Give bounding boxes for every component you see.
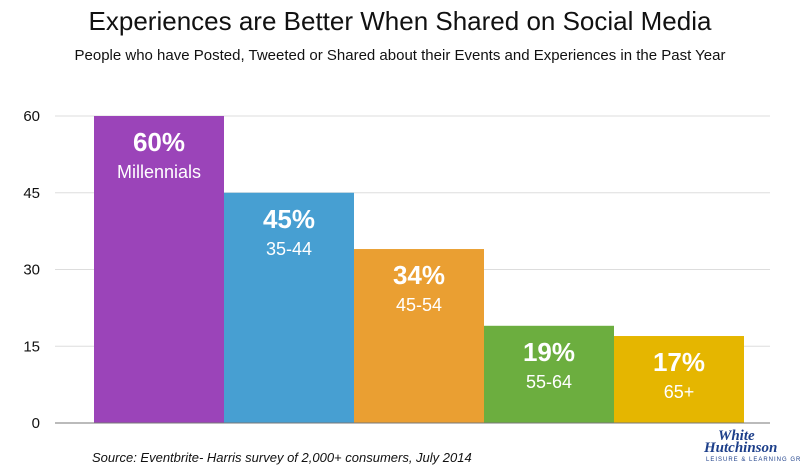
bar-category-label: 45-54	[396, 295, 442, 315]
bar-value-label: 17%	[653, 347, 705, 377]
y-axis-ticks: 0 15 30 45 60	[23, 108, 40, 432]
bar-category-label: 55-64	[526, 372, 572, 392]
source-note: Source: Eventbrite- Harris survey of 2,0…	[92, 450, 472, 465]
bar-value-label: 34%	[393, 260, 445, 290]
y-tick-label: 30	[23, 262, 40, 279]
y-tick-label: 45	[23, 185, 40, 202]
bar-value-label: 45%	[263, 204, 315, 234]
white-hutchinson-logo: White Hutchinson LEISURE & LEARNING GROU…	[704, 428, 800, 463]
chart-subtitle: People who have Posted, Tweeted or Share…	[74, 47, 726, 64]
y-tick-label: 60	[23, 108, 40, 125]
bar-55-64	[484, 325, 614, 423]
bar-35-44	[224, 192, 354, 423]
y-tick-label: 15	[23, 338, 40, 355]
y-tick-label: 0	[32, 415, 40, 432]
bar-value-label: 19%	[523, 337, 575, 367]
bar-65-	[614, 336, 744, 423]
chart-title: Experiences are Better When Shared on So…	[88, 6, 712, 36]
bar-value-label: 60%	[133, 127, 185, 157]
bar-category-label: 35-44	[266, 239, 312, 259]
bar-millennials	[94, 116, 224, 423]
bar-category-label: Millennials	[117, 162, 201, 182]
bar-category-label: 65+	[664, 382, 695, 402]
bars: 60% Millennials 45% 35-44 34% 45-54 19% 55-64 17…	[94, 116, 744, 423]
bar-45-54	[354, 249, 484, 423]
